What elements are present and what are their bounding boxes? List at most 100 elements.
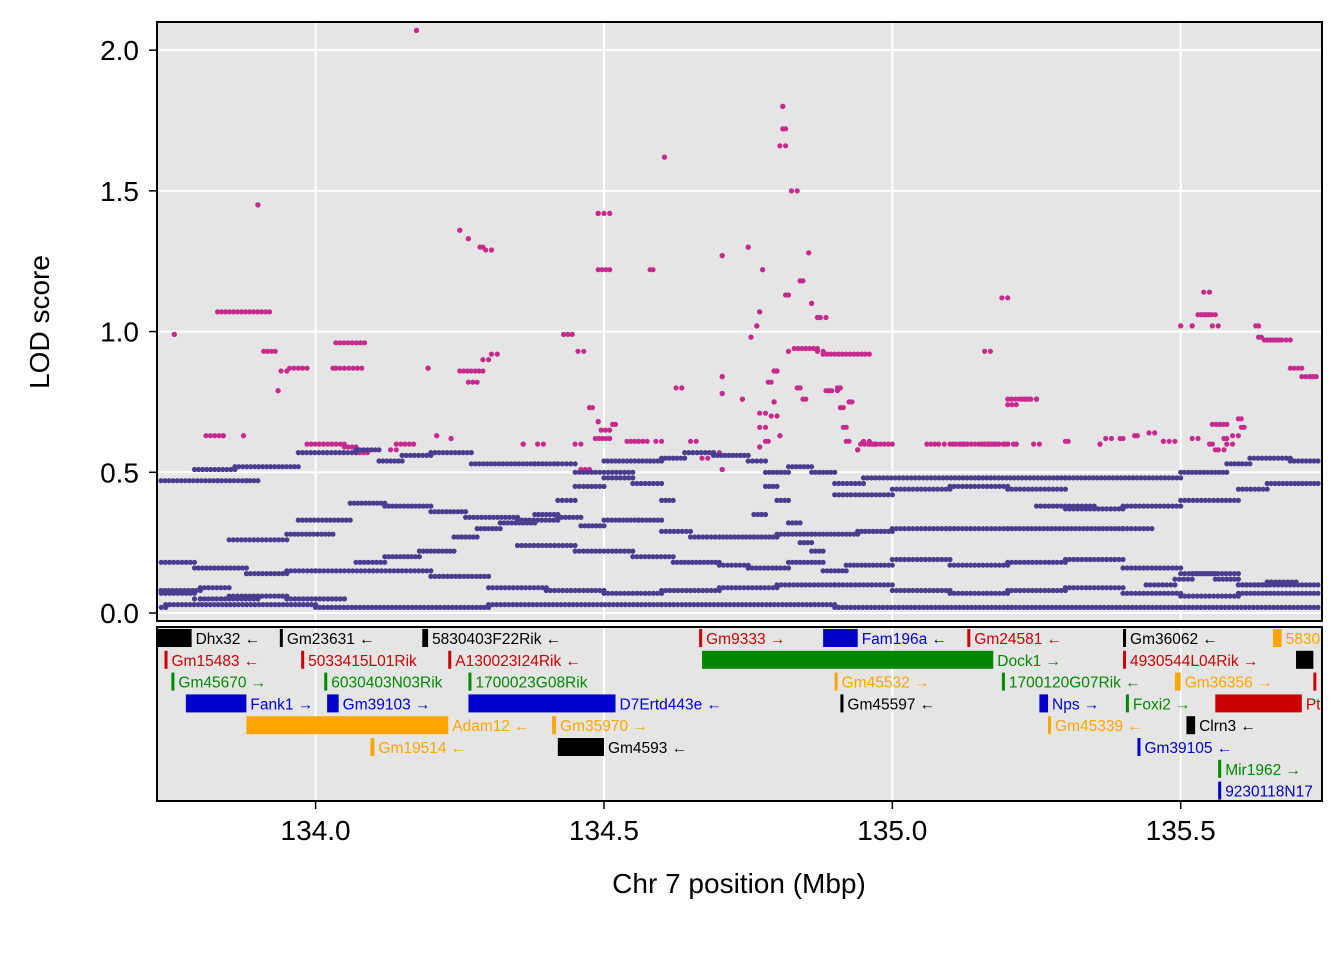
lod-point (1158, 475, 1164, 481)
lod-point (757, 410, 763, 416)
lod-point (793, 520, 799, 526)
gene-bar (1272, 629, 1282, 647)
lod-point (972, 604, 979, 611)
gene-bar (967, 629, 971, 647)
lod-point (1078, 475, 1084, 481)
lod-point (207, 602, 213, 608)
lod-point (436, 573, 442, 580)
lod-point (1128, 503, 1134, 509)
lod-point (1112, 506, 1118, 512)
lod-point (868, 604, 874, 611)
lod-point (797, 385, 803, 391)
lod-point (747, 534, 753, 540)
lod-point (574, 602, 580, 608)
lod-point (674, 559, 680, 565)
lod-point (300, 602, 306, 608)
lod-point (555, 511, 561, 518)
lod-point (1136, 565, 1143, 571)
lod-point (1170, 604, 1176, 611)
lod-point (795, 602, 802, 608)
lod-point (413, 554, 419, 560)
lod-point (936, 475, 942, 481)
lod-point (459, 509, 465, 515)
lod-point (353, 604, 359, 611)
lod-point (1137, 604, 1144, 611)
lod-point (359, 365, 365, 371)
lod-point (820, 469, 826, 475)
lod-point (1021, 486, 1027, 492)
lod-point (228, 466, 234, 473)
lod-point (662, 455, 669, 461)
lod-point (601, 483, 607, 489)
lod-point (1227, 593, 1233, 599)
lod-point (1089, 604, 1095, 611)
lod-point (1287, 590, 1293, 596)
lod-point (1186, 497, 1192, 503)
lod-point (860, 492, 867, 498)
lod-point (972, 475, 978, 481)
lod-point (187, 559, 193, 565)
lod-point (914, 486, 920, 492)
lod-point (291, 531, 298, 537)
lod-point (389, 604, 395, 611)
lod-point (968, 441, 974, 447)
lod-point (317, 596, 323, 602)
lod-point (719, 390, 725, 397)
lod-point (961, 441, 968, 447)
lod-point (597, 548, 603, 554)
lod-point (219, 478, 225, 484)
lod-point (819, 582, 825, 588)
lod-point (539, 511, 546, 518)
lod-point (1043, 475, 1049, 481)
lod-point (757, 424, 763, 430)
lod-point (424, 452, 430, 458)
lod-point (166, 559, 173, 565)
lod-point (1228, 576, 1234, 582)
lod-point (292, 568, 298, 574)
lod-point (476, 368, 482, 374)
lod-point (599, 435, 606, 442)
lod-point (1260, 486, 1266, 492)
lod-point (815, 582, 821, 588)
lod-point (280, 537, 286, 543)
lod-point (595, 210, 601, 216)
lod-point (710, 452, 717, 458)
lod-point (789, 520, 796, 526)
lod-point (1216, 576, 1222, 582)
lod-point (1094, 475, 1100, 481)
lod-point (1129, 604, 1135, 611)
lod-point (1239, 582, 1246, 588)
lod-point (291, 464, 297, 470)
gene-label: Gm4593 ← (608, 740, 687, 757)
lod-point (234, 309, 241, 315)
lod-point (759, 534, 765, 540)
lod-point (708, 587, 714, 594)
lod-point (840, 480, 846, 487)
lod-point (1178, 475, 1184, 481)
lod-point (598, 427, 604, 433)
lod-point (832, 604, 838, 611)
lod-point (785, 565, 792, 571)
lod-point (984, 562, 990, 568)
lod-point (559, 461, 565, 467)
lod-point (226, 309, 233, 315)
lod-point (1198, 497, 1204, 503)
lod-point (939, 526, 945, 532)
lod-point (647, 517, 653, 523)
lod-point (1091, 556, 1097, 563)
lod-point (679, 385, 685, 391)
lod-point (666, 497, 672, 503)
lod-point (589, 548, 595, 554)
lod-point (749, 585, 755, 591)
lod-point (593, 548, 599, 554)
lod-point (535, 441, 541, 447)
lod-point (191, 602, 197, 608)
lod-point (1287, 458, 1293, 464)
lod-point (363, 500, 369, 506)
lod-point (634, 480, 640, 487)
lod-point (926, 526, 933, 532)
lod-point (299, 517, 305, 523)
lod-point (889, 526, 895, 532)
lod-point (980, 526, 986, 532)
lod-point (391, 458, 397, 464)
